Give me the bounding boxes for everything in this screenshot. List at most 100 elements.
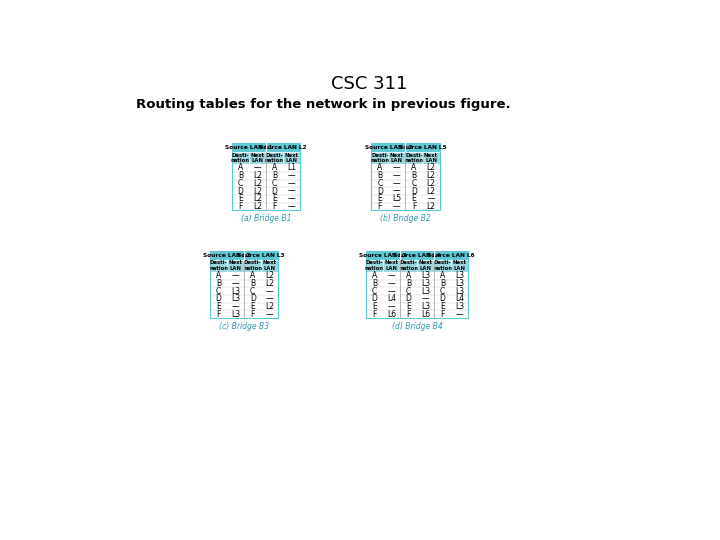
Text: F: F — [251, 310, 255, 319]
Text: L3: L3 — [455, 302, 464, 311]
Bar — [434, 251, 468, 260]
Text: Desti-
nation: Desti- nation — [265, 153, 284, 164]
Text: L2: L2 — [426, 187, 436, 195]
Bar — [400, 260, 417, 272]
Text: Desti-
nation: Desti- nation — [433, 260, 452, 271]
Bar — [372, 152, 388, 164]
Bar — [366, 251, 468, 318]
Bar — [228, 260, 244, 272]
Bar — [423, 152, 439, 164]
Text: E: E — [372, 302, 377, 311]
Bar — [372, 143, 439, 211]
Text: L6: L6 — [387, 310, 396, 319]
Text: B: B — [272, 171, 277, 180]
Text: B: B — [250, 279, 256, 288]
Bar — [232, 202, 300, 211]
Text: D: D — [372, 294, 377, 303]
Bar — [366, 310, 468, 318]
Text: L3: L3 — [455, 287, 464, 296]
Text: B: B — [411, 171, 416, 180]
Bar — [210, 251, 244, 260]
Text: L2: L2 — [253, 202, 262, 211]
Bar — [249, 152, 266, 164]
Text: D: D — [238, 187, 243, 195]
Text: D: D — [377, 187, 383, 195]
Text: —: — — [393, 202, 401, 211]
Text: CSC 311: CSC 311 — [330, 75, 408, 93]
Text: A: A — [238, 164, 243, 172]
Bar — [366, 251, 400, 260]
Bar — [366, 272, 468, 280]
Text: Source LAN L2: Source LAN L2 — [203, 253, 251, 258]
Bar — [366, 280, 468, 287]
Bar — [434, 260, 451, 272]
Text: L2: L2 — [253, 194, 262, 203]
Text: —: — — [387, 302, 395, 311]
Text: Desti-
nation: Desti- nation — [399, 260, 418, 271]
Text: A: A — [372, 271, 377, 280]
Text: Next
LAN: Next LAN — [418, 260, 433, 271]
Text: A: A — [377, 164, 382, 172]
Text: Routing tables for the network in previous figure.: Routing tables for the network in previo… — [137, 98, 511, 111]
Text: E: E — [440, 302, 445, 311]
Text: L3: L3 — [455, 271, 464, 280]
Bar — [232, 172, 300, 179]
Bar — [372, 179, 439, 187]
Text: Next
LAN: Next LAN — [384, 260, 398, 271]
Text: A: A — [250, 271, 256, 280]
Bar — [232, 187, 300, 195]
Text: L6: L6 — [421, 310, 430, 319]
Text: Next
LAN: Next LAN — [424, 153, 438, 164]
Bar — [372, 202, 439, 211]
Text: D: D — [440, 294, 446, 303]
Text: L3: L3 — [231, 287, 240, 296]
Text: E: E — [238, 194, 243, 203]
Text: Desti-
nation: Desti- nation — [243, 260, 262, 271]
Text: —: — — [393, 164, 401, 172]
Text: B: B — [372, 279, 377, 288]
Text: D: D — [271, 187, 277, 195]
Bar — [232, 164, 300, 172]
Text: Desti-
nation: Desti- nation — [231, 153, 250, 164]
Bar — [210, 295, 279, 303]
Text: L2: L2 — [426, 179, 436, 188]
Bar — [366, 260, 383, 272]
Bar — [266, 152, 283, 164]
Text: F: F — [412, 202, 416, 211]
Text: L2: L2 — [426, 164, 436, 172]
Text: A: A — [440, 271, 445, 280]
Text: E: E — [412, 194, 416, 203]
Text: (d) Bridge B4: (d) Bridge B4 — [392, 322, 442, 331]
Text: Next
LAN: Next LAN — [390, 153, 404, 164]
Bar — [372, 195, 439, 202]
Text: —: — — [393, 171, 401, 180]
Text: Source LAN L4: Source LAN L4 — [393, 253, 441, 258]
Text: L3: L3 — [421, 302, 430, 311]
Text: A: A — [411, 164, 417, 172]
Text: Desti-
nation: Desti- nation — [370, 153, 390, 164]
Bar — [210, 272, 279, 280]
Text: A: A — [406, 271, 411, 280]
Text: E: E — [406, 302, 411, 311]
Text: —: — — [387, 287, 395, 296]
Text: (a) Bridge B1: (a) Bridge B1 — [240, 214, 291, 223]
Text: L4: L4 — [455, 294, 464, 303]
Text: L3: L3 — [231, 294, 240, 303]
Text: Source LAN L1: Source LAN L1 — [225, 145, 273, 150]
Text: C: C — [372, 287, 377, 296]
Text: Source LAN L3: Source LAN L3 — [359, 253, 407, 258]
Text: Next
LAN: Next LAN — [251, 153, 264, 164]
Text: —: — — [232, 279, 240, 288]
Text: —: — — [232, 271, 240, 280]
Bar — [244, 251, 279, 260]
Bar — [232, 195, 300, 202]
Text: F: F — [272, 202, 276, 211]
Text: D: D — [250, 294, 256, 303]
Text: —: — — [288, 202, 295, 211]
Text: L2: L2 — [265, 279, 274, 288]
Text: —: — — [393, 179, 401, 188]
Text: L2: L2 — [426, 202, 436, 211]
Bar — [232, 143, 266, 152]
Text: F: F — [441, 310, 445, 319]
Text: L2: L2 — [265, 302, 274, 311]
